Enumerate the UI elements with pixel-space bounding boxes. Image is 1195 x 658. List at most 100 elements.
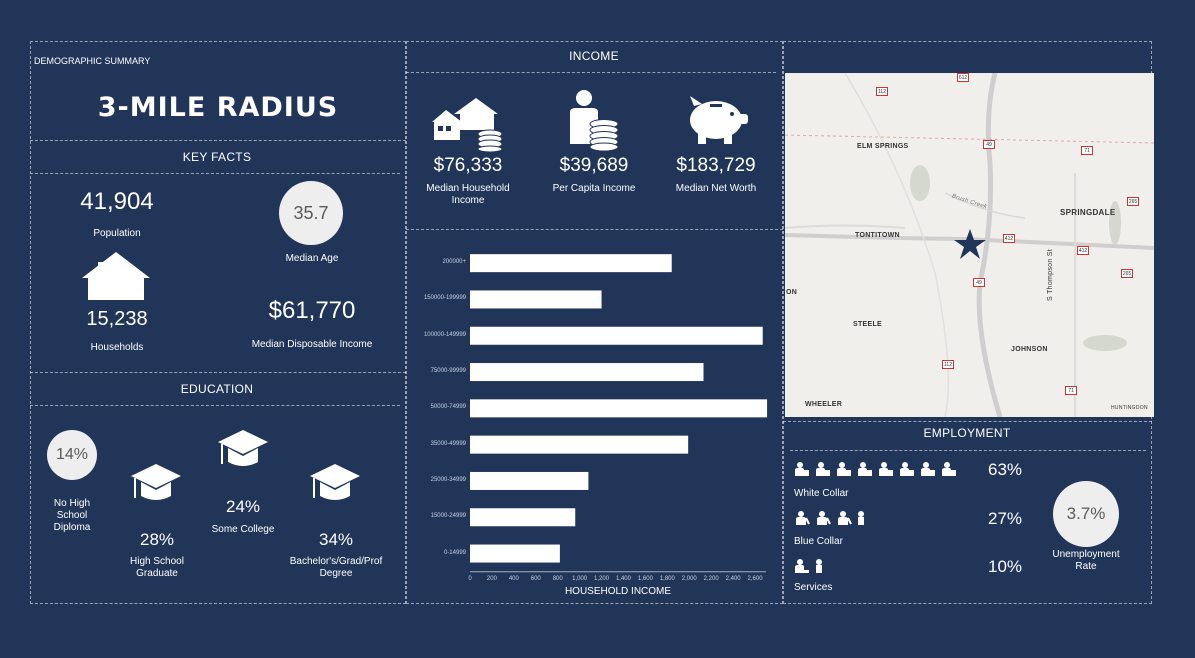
office-worker-icon — [815, 461, 831, 477]
bar-35000-49999 — [470, 435, 689, 454]
bar-category-label: 0-14999 — [443, 549, 466, 556]
service-worker-half-icon — [815, 558, 823, 574]
high-school-label: High School Graduate — [130, 556, 184, 579]
bachelors-value: 34% — [318, 530, 354, 549]
route-shield: 112 — [876, 87, 888, 96]
bar-15000-24999 — [470, 508, 576, 527]
key-facts-title: KEY FACTS — [182, 150, 252, 164]
demographic-panel — [30, 41, 406, 604]
route-shield: 49 — [973, 278, 985, 287]
graduation-cap-icon — [310, 464, 360, 500]
x-tick-label: 2,000 — [681, 575, 697, 582]
no-diploma-circle: 14% — [47, 430, 97, 480]
location-map[interactable]: ELM SPRINGS SPRINGDALE TONTITOWN STEELE … — [785, 73, 1154, 417]
divider — [30, 173, 400, 174]
map-label-huntingdon: HUNTINGDON — [1111, 405, 1148, 411]
route-shield: 71 — [1081, 146, 1093, 155]
median-age-value: 35.7 — [293, 202, 329, 223]
route-shield: 49 — [983, 140, 995, 149]
bar-25000-34999 — [470, 471, 589, 490]
bar-category-label: 150000-199999 — [423, 295, 466, 302]
map-label-thompson-st: S Thompson St — [1047, 248, 1054, 301]
x-tick-label: 200 — [486, 575, 497, 582]
high-school-value: 28% — [139, 530, 175, 549]
x-tick-label: 1,800 — [659, 575, 675, 582]
education-title: EDUCATION — [180, 382, 254, 396]
bar-category-label: 50000-74999 — [430, 404, 466, 411]
route-shield: 612 — [957, 73, 969, 82]
blue-collar-label: Blue Collar — [794, 536, 843, 547]
bar-50000-74999 — [470, 399, 768, 418]
divider — [30, 405, 400, 406]
star-marker-icon — [954, 229, 986, 259]
graduation-cap-icon — [131, 464, 181, 500]
map-label-steele: STEELE — [853, 321, 883, 328]
chart-x-label: HOUSEHOLD INCOME — [564, 586, 672, 597]
households-label: Households — [90, 342, 144, 353]
bar-150000-199999 — [470, 290, 602, 309]
houses-coins-icon — [432, 98, 503, 152]
map-background — [785, 73, 1154, 417]
x-tick-label: 1,000 — [572, 575, 588, 582]
disposable-income-label: Median Disposable Income — [251, 339, 373, 350]
median-household-income-value: $76,333 — [433, 155, 503, 176]
x-tick-label: 2,600 — [747, 575, 763, 582]
bar-category-label: 200000+ — [442, 259, 466, 266]
divider — [406, 72, 776, 73]
bar-category-label: 15000-24999 — [430, 513, 466, 520]
x-tick-label: 400 — [508, 575, 519, 582]
income-panel — [406, 41, 783, 604]
office-worker-icon — [878, 461, 894, 477]
divider — [406, 229, 783, 230]
map-label-elm-springs: ELM SPRINGS — [857, 143, 909, 150]
factory-worker-icon — [794, 510, 810, 526]
employment-title: EMPLOYMENT — [923, 426, 1011, 440]
map-label-springdale: SPRINGDALE — [1060, 208, 1116, 217]
office-worker-icon — [920, 461, 936, 477]
divider — [783, 421, 1152, 422]
map-label-wheeler: WHEELER — [805, 401, 843, 408]
services-value: 10% — [988, 557, 1023, 576]
unemployment-label: Unemployment Rate — [1052, 549, 1120, 572]
route-shield: 265 — [1127, 197, 1139, 206]
bar-200000+ — [470, 254, 672, 273]
x-tick-label: 1,200 — [594, 575, 610, 582]
per-capita-income-value: $39,689 — [559, 155, 629, 176]
office-worker-icon — [836, 461, 852, 477]
bar-75000-99999 — [470, 363, 704, 382]
white-collar-value: 63% — [988, 460, 1023, 479]
unemployment-value: 3.7% — [1066, 504, 1106, 523]
household-income-chart: 200000+ 150000-199999 100000-149999 75000-9… — [406, 229, 783, 604]
office-worker-icon — [857, 461, 873, 477]
net-worth-value: $183,729 — [676, 155, 756, 176]
divider — [30, 140, 406, 141]
bar-category-label: 25000-34999 — [430, 476, 466, 483]
map-label-tontitown: TONTITOWN — [855, 232, 900, 239]
x-tick-label: 0 — [468, 575, 472, 582]
bar-category-label: 75000-99999 — [430, 368, 466, 375]
median-household-income-label: Median Household Income — [426, 183, 510, 206]
no-diploma-value: 14% — [55, 446, 89, 463]
map-label-on: ON — [786, 289, 798, 296]
person-coins-icon — [570, 90, 619, 152]
house-icon — [82, 252, 150, 300]
blue-collar-value: 27% — [988, 509, 1023, 528]
bar-chart-svg — [470, 254, 768, 573]
white-collar-label: White Collar — [794, 488, 849, 499]
divider — [30, 372, 406, 373]
bar-category-label: 35000-49999 — [430, 440, 466, 447]
population-value: 41,904 — [80, 188, 154, 215]
route-shield: 412 — [1003, 234, 1015, 243]
disposable-income-value: $61,770 — [268, 297, 356, 324]
piggy-bank-icon — [690, 96, 748, 144]
x-tick-label: 2,400 — [725, 575, 741, 582]
route-shield: 112 — [942, 360, 954, 369]
some-college-label: Some College — [211, 524, 275, 535]
median-age-label: Median Age — [285, 253, 339, 264]
services-label: Services — [794, 582, 833, 593]
office-worker-icon — [941, 461, 957, 477]
bar-100000-149999 — [470, 326, 763, 345]
median-age-circle: 35.7 — [279, 181, 343, 245]
x-tick-label: 2,200 — [703, 575, 719, 582]
blue-collar-icons — [794, 510, 865, 526]
